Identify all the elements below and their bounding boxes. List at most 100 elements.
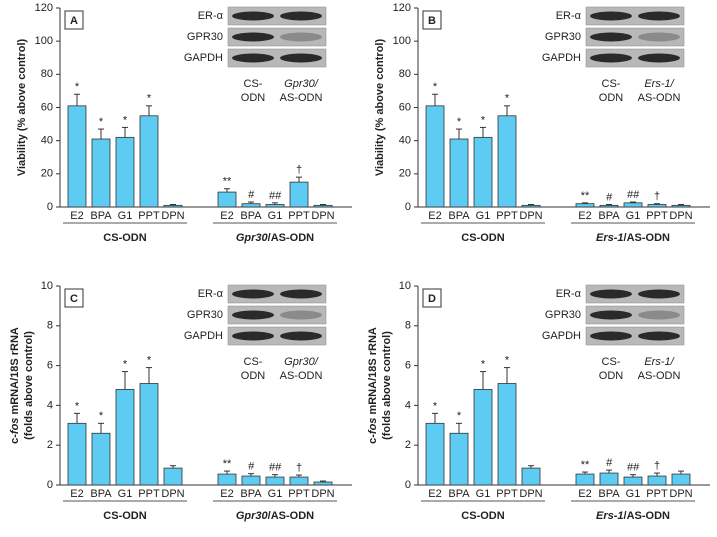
bar	[313, 481, 333, 486]
blot-strip	[227, 284, 327, 304]
significance-mark: *	[123, 114, 128, 126]
significance-mark: **	[223, 458, 232, 470]
significance-mark: *	[147, 93, 152, 105]
y-axis-label-part: c-	[9, 434, 21, 444]
x-tick-label: PPT	[138, 488, 160, 500]
x-tick-label: E2	[220, 210, 233, 222]
x-tick-label: DPN	[161, 488, 184, 500]
blot-lane-label: AS-ODN	[280, 370, 323, 382]
x-tick-label: DPN	[311, 210, 334, 222]
x-tick-label: BPA	[598, 210, 620, 222]
x-tick-label: G1	[118, 488, 133, 500]
blot-row-label: GPR30	[187, 31, 223, 43]
bar	[313, 204, 333, 208]
x-tick-label: G1	[476, 210, 491, 222]
panel-label: B	[428, 15, 436, 27]
y-tick-label: 4	[405, 399, 411, 411]
x-tick-label: BPA	[240, 488, 262, 500]
bar	[647, 475, 667, 486]
x-tick-label: DPN	[519, 210, 542, 222]
x-tick-label: G1	[268, 488, 283, 500]
panel: Viability (% above control) 0 20 40 60 80 100 1…	[374, 2, 710, 244]
bar	[67, 422, 87, 486]
blot-row-label: GPR30	[545, 31, 581, 43]
panel-label-box	[64, 10, 84, 30]
blot-lane-label: Gpr30/	[284, 78, 319, 90]
blot-row-label: ER-α	[556, 288, 582, 300]
y-axis-label-part: fos	[367, 418, 379, 435]
x-tick-label: E2	[578, 210, 591, 222]
significance-mark: *	[481, 358, 486, 370]
bar	[139, 115, 159, 208]
y-tick-label: 2	[47, 439, 53, 451]
blot-lane-label: CS-	[602, 78, 621, 90]
y-tick-label: 0	[47, 201, 53, 213]
bar	[67, 105, 87, 208]
blot-band	[280, 11, 322, 21]
group-label-part: Ers-1	[596, 232, 624, 244]
panel: c-fos mRNA/18S rRNA (folds above control)…	[9, 280, 352, 522]
blot-strip	[227, 27, 327, 47]
bar	[521, 204, 541, 208]
group-label-part: CS-ODN	[103, 510, 146, 522]
blot-band	[590, 53, 632, 63]
bar	[115, 389, 135, 486]
blot-band	[638, 331, 680, 341]
y-axis-label-part: mRNA/18S rRNA	[367, 327, 379, 418]
blot-strip	[585, 305, 685, 325]
blot-row-label: GAPDH	[542, 52, 581, 64]
x-tick-label: PPT	[496, 210, 518, 222]
significance-mark: *	[433, 81, 438, 93]
blot-lane-label: CS-	[244, 78, 263, 90]
significance-mark: †	[654, 460, 660, 472]
y-tick-label: 60	[399, 101, 411, 113]
y-tick-label: 80	[399, 68, 411, 80]
bar	[671, 204, 691, 208]
bar	[241, 475, 261, 486]
panel-label-box	[422, 288, 442, 308]
panel-label: A	[70, 15, 78, 27]
significance-mark: †	[654, 191, 660, 203]
group-label-part: Gpr30	[236, 510, 269, 522]
significance-mark: ##	[269, 462, 282, 474]
x-tick-label: G1	[476, 488, 491, 500]
blot-lane-label: CS-	[602, 356, 621, 368]
panel: c-fos mRNA/18S rRNA (folds above control)…	[367, 280, 710, 522]
x-tick-label: E2	[70, 210, 83, 222]
y-axis-label-part: c-	[367, 434, 379, 444]
y-tick-label: 120	[35, 2, 53, 14]
group-label-part: /AS-ODN	[624, 232, 671, 244]
bar	[473, 389, 493, 486]
blot-band	[638, 310, 680, 320]
blot-lane-label: ODN	[241, 92, 266, 104]
blot-row-label: GPR30	[187, 309, 223, 321]
bar	[599, 204, 619, 208]
y-axis-label-part: (folds above control)	[381, 331, 393, 440]
blot-lane-label: CS-	[244, 356, 263, 368]
significance-mark: **	[581, 459, 590, 471]
y-tick-label: 10	[41, 280, 53, 292]
x-tick-label: E2	[220, 488, 233, 500]
blot-row-label: GAPDH	[542, 330, 581, 342]
bar	[521, 467, 541, 486]
bar	[217, 473, 237, 486]
blot-lane-label: ODN	[599, 92, 624, 104]
group-label: Gpr30/AS-ODN	[236, 232, 314, 244]
significance-mark: *	[457, 410, 462, 422]
x-tick-label: G1	[118, 210, 133, 222]
blot-band	[232, 310, 274, 320]
bar	[575, 203, 595, 208]
blot-band	[590, 331, 632, 341]
significance-mark: *	[147, 354, 152, 366]
y-tick-label: 20	[399, 168, 411, 180]
significance-mark: †	[296, 462, 302, 474]
significance-mark: ##	[627, 462, 640, 474]
group-label: Ers-1/AS-ODN	[596, 232, 670, 244]
y-tick-label: 6	[405, 360, 411, 372]
blot-band	[590, 11, 632, 21]
bar	[671, 473, 691, 486]
x-tick-label: BPA	[90, 488, 112, 500]
bar	[139, 383, 159, 486]
group-label-part: Gpr30	[236, 232, 269, 244]
group-label: Ers-1/AS-ODN	[596, 510, 670, 522]
